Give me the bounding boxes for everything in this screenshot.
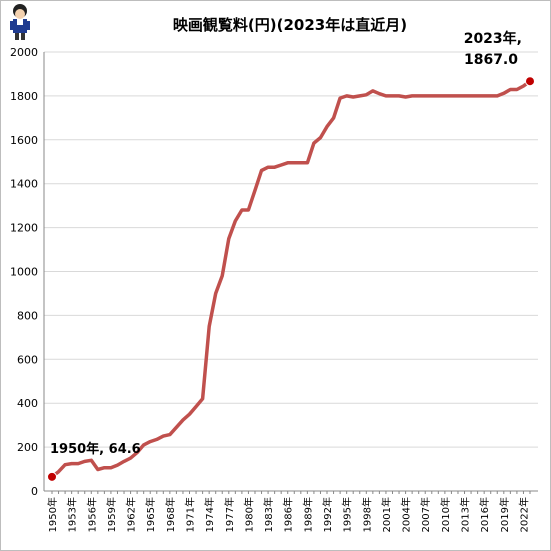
- mascot-logo: [10, 4, 30, 40]
- endpoint-markers: [47, 76, 535, 482]
- y-tick-label: 800: [17, 309, 38, 322]
- x-tick-label: 1968年: [164, 497, 177, 532]
- x-tick-label: 2004年: [400, 497, 413, 532]
- x-tick-label: 2001年: [380, 497, 393, 532]
- y-tick-label: 0: [31, 485, 38, 498]
- annotations: 1950年, 64.6 2023年, 1867.0: [50, 30, 522, 457]
- annotation-label: 1867.0: [464, 52, 518, 68]
- x-tick-label: 1992年: [321, 497, 334, 532]
- y-tick-label: 2000: [10, 46, 38, 59]
- x-tick-label: 1995年: [341, 497, 354, 532]
- x-tick-label: 1950年: [46, 497, 59, 532]
- x-axis-ticks: 1950年 1953年 1956年 1959年 1962年 1965年 1968年 1971年…: [46, 491, 531, 532]
- annotation-label: 2023年,: [464, 30, 522, 47]
- y-tick-label: 1600: [10, 134, 38, 147]
- x-tick-label: 1989年: [301, 497, 314, 532]
- gridlines: [43, 51, 538, 492]
- y-tick-label: 600: [17, 353, 38, 366]
- x-tick-label: 1965年: [144, 497, 157, 532]
- x-tick-label: 1962年: [125, 497, 138, 532]
- x-tick-label: 2010年: [439, 497, 452, 532]
- series-line: [50, 79, 532, 479]
- y-tick-label: 1800: [10, 90, 38, 103]
- x-tick-label: 2019年: [498, 497, 511, 532]
- x-tick-label: 1986年: [282, 497, 295, 532]
- data-point-marker: [47, 471, 57, 482]
- x-tick-label: 2016年: [478, 497, 491, 532]
- x-tick-label: 1953年: [66, 497, 79, 532]
- x-tick-label: 1959年: [105, 497, 118, 532]
- x-tick-label: 2022年: [517, 497, 530, 532]
- y-tick-label: 1000: [10, 266, 38, 279]
- x-tick-label: 1977年: [223, 497, 236, 532]
- y-axis-ticks: 0 200 400 600 800 1000 1200 1400 1600 1800 2000: [10, 46, 38, 498]
- data-point-marker: [525, 76, 535, 87]
- x-tick-label: 1974年: [203, 497, 216, 532]
- y-tick-label: 1200: [10, 222, 38, 235]
- x-tick-label: 2013年: [459, 497, 472, 532]
- x-tick-label: 1971年: [184, 497, 197, 532]
- y-tick-label: 1400: [10, 178, 38, 191]
- x-tick-label: 1998年: [360, 497, 373, 532]
- x-tick-label: 2007年: [419, 497, 432, 532]
- annotation-label: 1950年, 64.6: [50, 441, 141, 457]
- y-tick-label: 200: [17, 441, 38, 454]
- x-tick-label: 1956年: [85, 497, 98, 532]
- y-tick-label: 400: [17, 397, 38, 410]
- x-tick-label: 1980年: [242, 497, 255, 532]
- x-tick-label: 1983年: [262, 497, 275, 532]
- chart-title: 映画観覧料(円)(2023年は直近月): [172, 16, 408, 34]
